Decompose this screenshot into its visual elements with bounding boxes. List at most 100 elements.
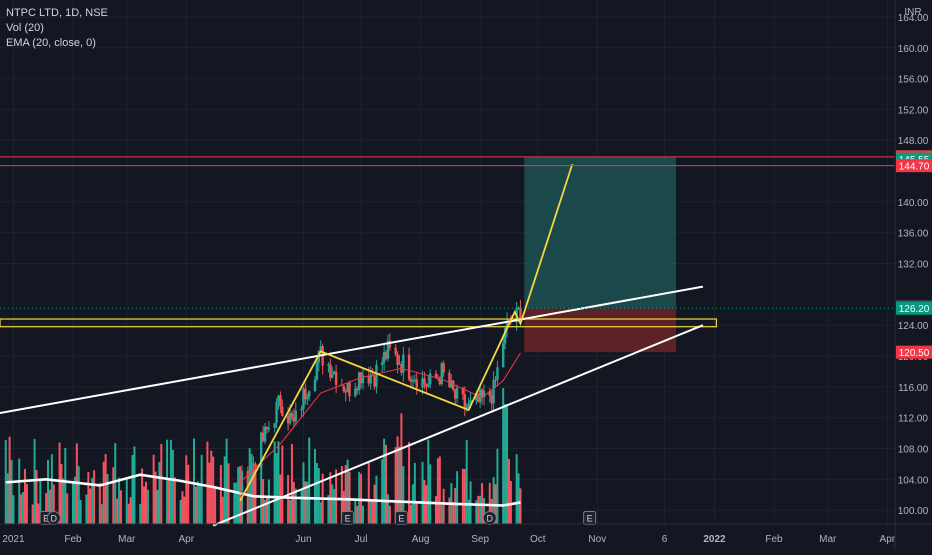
candle-body xyxy=(288,413,292,424)
candle-body xyxy=(319,346,322,351)
volume-bar xyxy=(506,404,509,524)
volume-bar xyxy=(198,483,201,524)
candle-body xyxy=(494,379,497,381)
candle-body xyxy=(415,379,418,388)
candle-body xyxy=(517,307,520,309)
x-tick-label: Sep xyxy=(471,534,489,545)
volume-bar xyxy=(361,505,364,524)
volume-bar xyxy=(346,459,349,524)
volume-bar xyxy=(144,481,147,524)
volume-bar xyxy=(239,466,242,524)
volume-bar xyxy=(23,469,26,524)
legend-ema[interactable]: EMA (20, close, 0) xyxy=(6,37,96,49)
candle-body xyxy=(263,426,267,442)
volume-bar xyxy=(496,448,499,524)
candle-body xyxy=(398,364,401,366)
volume-bar xyxy=(45,493,48,524)
volume-bar xyxy=(479,495,482,524)
candle-body xyxy=(509,322,513,324)
volume-bar xyxy=(292,481,295,524)
candle-body xyxy=(505,321,509,329)
volume-bar xyxy=(20,494,23,524)
volume-bar xyxy=(519,488,522,524)
volume-bar xyxy=(116,498,119,524)
price-badge-label: 144.70 xyxy=(899,161,930,172)
volume-bar xyxy=(488,483,491,524)
volume-bar xyxy=(385,444,388,524)
volume-bar xyxy=(302,462,305,524)
volume-bar xyxy=(235,482,238,524)
volume-bar xyxy=(410,504,413,524)
y-tick-label: 160.00 xyxy=(898,44,929,55)
volume-bar xyxy=(35,469,38,524)
candle-body xyxy=(275,402,278,424)
volume-bar xyxy=(106,474,109,524)
candle-body xyxy=(438,378,442,385)
volume-bar xyxy=(98,482,101,524)
candle-body xyxy=(327,364,330,366)
price-badge xyxy=(896,345,932,359)
volume-bar xyxy=(281,445,284,524)
candle-body xyxy=(315,362,319,380)
candle-body xyxy=(384,352,388,359)
y-tick-label: 112.00 xyxy=(898,414,928,425)
volume-bar xyxy=(358,471,361,524)
volume-bar xyxy=(287,475,290,524)
candle-body xyxy=(346,382,349,393)
candle-body xyxy=(478,389,482,402)
candle-body xyxy=(452,380,455,390)
x-tick-label: Apr xyxy=(179,534,195,545)
volume-bar xyxy=(246,478,249,524)
event-marker-label: E xyxy=(398,514,404,524)
candle-body xyxy=(354,388,357,397)
candle-body xyxy=(380,362,384,365)
lower-trendline xyxy=(212,324,704,527)
chart-legend: NTPC LTD, 1D, NSE Vol (20) EMA (20, clos… xyxy=(6,6,108,51)
legend-volume[interactable]: Vol (20) xyxy=(6,22,44,34)
candle-body xyxy=(413,379,417,381)
volume-bar xyxy=(273,441,276,524)
candle-body xyxy=(407,354,411,380)
volume-bar xyxy=(77,466,80,524)
volume-bar xyxy=(102,461,105,524)
candle-body xyxy=(465,406,468,408)
ema-line xyxy=(239,352,521,483)
x-tick-label: 6 xyxy=(662,534,668,545)
x-tick-label: Jun xyxy=(295,534,311,545)
volume-bar xyxy=(502,388,505,524)
volume-bar xyxy=(58,442,61,524)
candle-body xyxy=(402,354,405,373)
candle-body xyxy=(455,387,459,399)
volume-bar xyxy=(208,462,211,524)
candle-body xyxy=(277,395,280,403)
volume-bar xyxy=(308,437,311,524)
event-marker-label: D xyxy=(487,514,494,524)
legend-symbol[interactable]: NTPC LTD, 1D, NSE xyxy=(6,7,108,19)
x-tick-label: Apr xyxy=(880,534,896,545)
candle-body xyxy=(265,426,269,430)
x-tick-label: Feb xyxy=(765,534,783,545)
target-zone xyxy=(524,156,677,309)
volume-bar xyxy=(262,479,265,524)
candle-body xyxy=(369,374,372,384)
volume-bar xyxy=(52,484,55,524)
candle-body xyxy=(382,352,386,363)
candle-body xyxy=(434,373,438,378)
candle-body xyxy=(461,387,465,395)
price-badge xyxy=(896,159,932,173)
candle-body xyxy=(469,400,472,404)
volume-bar xyxy=(367,462,370,524)
candle-body xyxy=(281,406,284,416)
volume-bar xyxy=(160,443,163,524)
volume-bar xyxy=(250,453,253,524)
volume-bar xyxy=(509,480,512,524)
candle-body xyxy=(367,375,370,384)
volume-bar xyxy=(8,436,11,524)
volume-bar xyxy=(89,488,92,524)
volume-bar xyxy=(317,468,320,524)
y-tick-label: 164.00 xyxy=(898,13,929,24)
volume-bar xyxy=(304,481,307,524)
volume-bar xyxy=(290,443,293,524)
